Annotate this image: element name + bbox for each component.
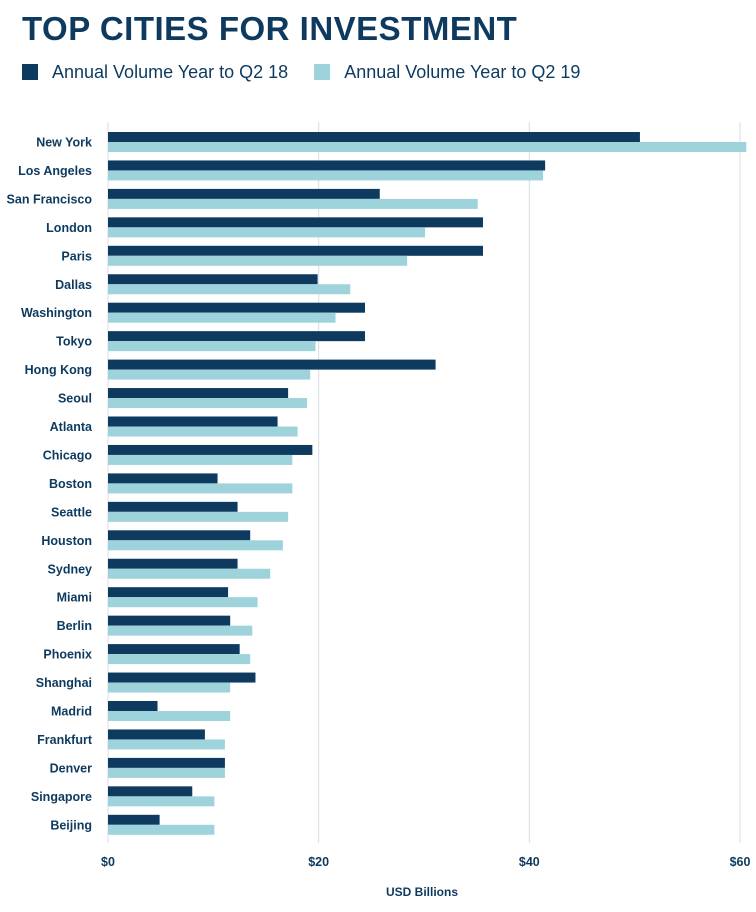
bar-berlin-series-1 [108,615,231,626]
x-tick-label-3: $60 [730,855,751,869]
bar-sydney-series-1 [108,558,238,569]
bar-miami-series-1 [108,587,229,598]
category-label-london: London [46,221,92,235]
x-tick-label-0: $0 [101,855,115,869]
legend: Annual Volume Year to Q2 18 Annual Volum… [22,60,580,84]
bar-boston-series-2 [108,483,293,494]
category-label-san-francisco: San Francisco [7,192,93,206]
category-label-paris: Paris [61,249,92,263]
bar-los-angeles-series-2 [108,170,544,181]
category-label-los-angeles: Los Angeles [18,164,92,178]
category-label-houston: Houston [41,534,92,548]
legend-item-q2-18: Annual Volume Year to Q2 18 [22,62,288,83]
legend-label-q2-18: Annual Volume Year to Q2 18 [52,61,289,82]
bar-atlanta-series-1 [108,416,278,427]
bar-houston-series-2 [108,540,283,551]
category-label-beijing: Beijing [50,818,92,832]
category-label-dallas: Dallas [55,278,92,292]
bar-madrid-series-2 [108,711,231,721]
bar-seattle-series-2 [108,511,289,522]
x-tick-label-1: $20 [308,855,329,869]
category-label-shanghai: Shanghai [36,676,92,690]
bar-hong-kong-series-2 [108,369,311,380]
bar-beijing-series-2 [108,824,215,835]
legend-swatch-q2-18 [22,64,38,80]
bar-new-york-series-2 [108,142,747,152]
legend-item-q2-19: Annual Volume Year to Q2 19 [314,62,580,83]
bar-madrid-series-1 [108,701,158,711]
bar-dallas-series-2 [108,284,351,295]
category-label-boston: Boston [49,477,92,491]
category-label-washington: Washington [21,306,92,320]
bar-los-angeles-series-1 [108,160,546,171]
bar-frankfurt-series-2 [108,739,225,750]
legend-label-q2-19: Annual Volume Year to Q2 19 [344,61,581,82]
category-label-tokyo: Tokyo [56,335,92,349]
category-label-sydney: Sydney [48,562,93,576]
bar-atlanta-series-2 [108,426,298,437]
chart-title: TOP CITIES FOR INVESTMENT [22,10,518,47]
category-label-madrid: Madrid [51,705,92,719]
category-label-atlanta: Atlanta [50,420,93,434]
bar-phoenix-series-1 [108,644,240,655]
category-label-frankfurt: Frankfurt [37,733,93,747]
category-label-seattle: Seattle [51,505,92,519]
bar-paris-series-1 [108,245,483,256]
bar-tokyo-series-1 [108,331,366,342]
bar-washington-series-2 [108,312,336,323]
x-tick-label-2: $40 [519,855,540,869]
category-label-new-york: New York [36,136,92,150]
bar-seoul-series-1 [108,388,289,399]
category-label-singapore: Singapore [31,790,92,804]
legend-swatch-q2-19 [314,64,331,80]
bar-san-francisco-series-2 [108,198,478,209]
bar-chicago-series-1 [108,444,313,455]
bar-sydney-series-2 [108,568,271,579]
bar-hong-kong-series-1 [108,359,436,370]
bar-phoenix-series-2 [108,654,251,665]
category-label-seoul: Seoul [58,392,92,406]
bar-singapore-series-1 [108,786,193,797]
bar-miami-series-2 [108,597,258,608]
bar-seoul-series-2 [108,398,308,409]
bar-paris-series-2 [108,255,408,266]
bar-beijing-series-1 [108,814,160,825]
bar-shanghai-series-2 [108,682,231,693]
bar-seattle-series-1 [108,501,238,512]
bar-chicago-series-2 [108,454,293,465]
bar-tokyo-series-2 [108,341,316,352]
bar-san-francisco-series-1 [108,188,380,199]
bar-houston-series-1 [108,530,251,541]
bar-denver-series-1 [108,757,225,768]
category-label-miami: Miami [57,591,92,605]
category-label-chicago: Chicago [43,448,93,462]
bar-shanghai-series-1 [108,672,256,683]
bar-new-york-series-1 [108,132,640,142]
bar-frankfurt-series-1 [108,729,205,740]
bar-singapore-series-2 [108,796,215,807]
bar-boston-series-1 [108,473,218,484]
bar-london-series-1 [108,217,483,228]
bar-dallas-series-1 [108,274,318,285]
x-axis-label: USD Billions [386,885,458,899]
bar-washington-series-1 [108,302,366,313]
bar-denver-series-2 [108,767,225,778]
category-label-phoenix: Phoenix [43,648,92,662]
category-label-berlin: Berlin [57,619,92,633]
bar-berlin-series-2 [108,625,253,636]
category-label-hong-kong: Hong Kong [25,363,92,377]
category-label-denver: Denver [50,761,93,775]
bar-london-series-2 [108,227,426,238]
